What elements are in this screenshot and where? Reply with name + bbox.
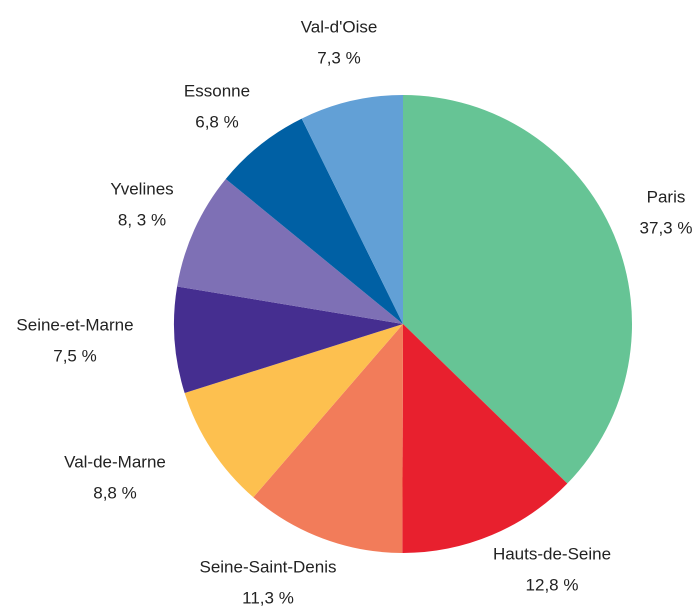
slice-label: Essonne bbox=[184, 81, 250, 100]
pie-slice bbox=[174, 286, 403, 393]
slice-value-label: 7,3 % bbox=[317, 48, 360, 67]
slice-label: Hauts-de-Seine bbox=[493, 544, 611, 563]
slice-value-label: 7,5 % bbox=[53, 346, 96, 365]
pie-slice bbox=[403, 95, 632, 484]
pie-slice bbox=[225, 118, 403, 324]
slice-value-label: 8,8 % bbox=[93, 483, 136, 502]
slice-label: Yvelines bbox=[110, 179, 173, 198]
slice-label: Val-d'Oise bbox=[301, 17, 378, 36]
slice-label: Paris bbox=[647, 187, 686, 206]
pie-slice bbox=[301, 95, 403, 324]
slice-label: Val-de-Marne bbox=[64, 452, 166, 471]
pie-slice bbox=[253, 324, 403, 553]
pie-slice bbox=[184, 324, 403, 498]
slice-value-label: 6,8 % bbox=[195, 112, 238, 131]
slice-value-label: 11,3 % bbox=[242, 588, 294, 607]
slice-value-label: 8, 3 % bbox=[118, 210, 166, 229]
pie-slice bbox=[177, 178, 403, 324]
pie-slice bbox=[402, 324, 568, 553]
slice-value-label: 37,3 % bbox=[640, 218, 693, 237]
slice-value-label: 12,8 % bbox=[526, 575, 579, 594]
slice-label: Seine-et-Marne bbox=[16, 315, 133, 334]
slice-label: Seine-Saint-Denis bbox=[199, 557, 336, 576]
